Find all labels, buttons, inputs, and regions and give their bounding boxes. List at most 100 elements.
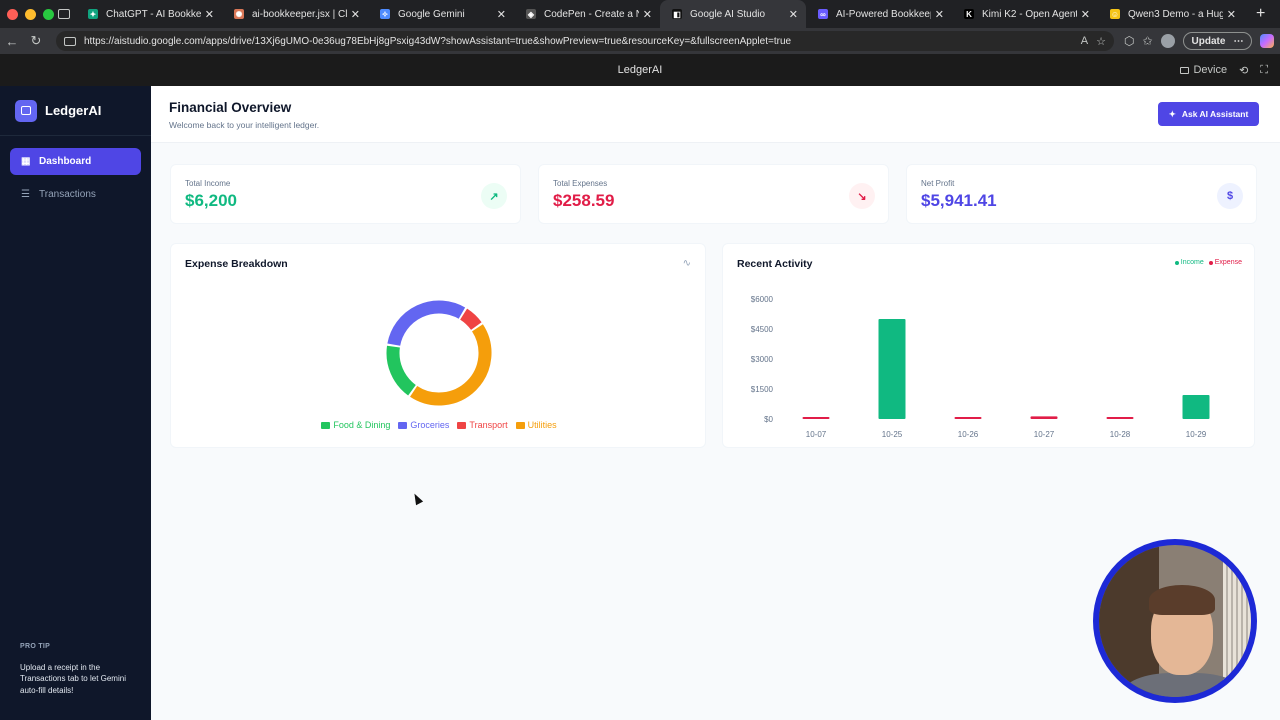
brand-name: LedgerAI xyxy=(45,103,102,118)
donut-slice-transport[interactable] xyxy=(459,308,482,331)
new-tab-button[interactable]: + xyxy=(1256,5,1266,22)
expense-donut-chart xyxy=(386,300,492,406)
sidebar-item-transactions[interactable]: ☰ Transactions xyxy=(10,181,141,208)
y-tick-label: $1500 xyxy=(751,385,774,394)
y-tick-label: $0 xyxy=(764,415,773,424)
minimize-window-button[interactable] xyxy=(25,8,36,20)
close-tab-icon[interactable]: ✕ xyxy=(496,8,506,21)
webcam-blinds xyxy=(1223,545,1251,697)
donut-slice-groceries[interactable] xyxy=(387,300,466,347)
y-tick-label: $4500 xyxy=(751,325,774,334)
tab-list: ✦ChatGPT - AI Bookkeeping✕✺ai-bookkeeper… xyxy=(76,0,1244,28)
stat-label: Total Income xyxy=(185,179,231,188)
bar-income-10-25[interactable] xyxy=(878,319,906,419)
bookmark-star-icon[interactable]: ☆ xyxy=(1096,35,1106,48)
legend-swatch xyxy=(457,421,467,429)
browser-tab[interactable]: ☺ Qwen3 Demo - a Hugging F✕ xyxy=(1098,0,1244,28)
stat-card-net-profit: Net Profit $5,941.41 $ xyxy=(906,164,1257,224)
page-subtitle: Welcome back to your intelligent ledger. xyxy=(169,120,320,130)
legend-item-transport[interactable]: Transport xyxy=(457,420,508,430)
tab-favicon-icon: ◈ xyxy=(526,9,536,19)
main-content: Financial Overview Welcome back to your … xyxy=(151,86,1280,720)
sidebar-toggle-icon[interactable] xyxy=(58,9,70,19)
tab-title: AI-Powered Bookkeeping W xyxy=(836,8,931,20)
close-tab-icon[interactable]: ✕ xyxy=(1080,8,1090,21)
device-icon xyxy=(1180,66,1190,74)
sidebar-item-label: Dashboard xyxy=(39,156,92,167)
site-info-icon[interactable] xyxy=(64,36,76,46)
tab-title: Kimi K2 - Open Agentic Int xyxy=(982,8,1077,20)
trending-down-icon: ↘ xyxy=(849,183,875,209)
y-tick-label: $3000 xyxy=(751,355,774,364)
bar-expense-10-28[interactable] xyxy=(1106,417,1134,419)
legend-item-income[interactable]: Income xyxy=(1174,259,1204,266)
fullscreen-icon[interactable]: ⛶ xyxy=(1260,63,1268,76)
legend-item-utilities[interactable]: Utilities xyxy=(515,420,557,430)
favorites-icon[interactable]: ✩ xyxy=(1142,34,1153,48)
pro-tip-text: Upload a receipt in the Transactions tab… xyxy=(20,662,126,695)
brand[interactable]: LedgerAI xyxy=(0,86,151,136)
webcam-bookshelf xyxy=(1099,545,1159,697)
close-tab-icon[interactable]: ✕ xyxy=(642,8,652,21)
pro-tip: PRO TIP Upload a receipt in the Transact… xyxy=(20,641,130,696)
close-tab-icon[interactable]: ✕ xyxy=(1226,8,1236,21)
address-toolbar: ← ↻ https://aistudio.google.com/apps/dri… xyxy=(0,28,1280,54)
x-tick-label: 10-28 xyxy=(1110,430,1131,439)
bar-income-10-29[interactable] xyxy=(1182,395,1210,419)
recent-activity-bar-chart: $0 $1500 $3000 $4500 $6000 10-07 10-25 10-26 10-… xyxy=(751,295,1210,439)
back-icon[interactable]: ← xyxy=(5,33,19,49)
stats-row: Total Income $6,200 ↗ Total Expenses $25… xyxy=(170,164,1257,224)
legend-dot xyxy=(1174,260,1179,265)
update-button[interactable]: Update ⋯ xyxy=(1182,32,1253,50)
close-tab-icon[interactable]: ✕ xyxy=(350,8,360,21)
sidebar-item-dashboard[interactable]: ▦ Dashboard xyxy=(10,148,141,175)
donut-slice-food-dining[interactable] xyxy=(386,345,417,396)
legend-label: Expense xyxy=(1214,259,1242,266)
webcam-overlay xyxy=(1093,539,1257,703)
bar-expense-10-27[interactable] xyxy=(1030,416,1058,419)
extensions-icon[interactable]: ⬡ xyxy=(1124,34,1135,48)
browser-tab[interactable]: ✺ ai-bookkeeper.jsx | Claude✕ xyxy=(222,0,368,28)
tab-title: ai-bookkeeper.jsx | Claude xyxy=(252,8,347,20)
close-tab-icon[interactable]: ✕ xyxy=(934,8,944,21)
browser-tab[interactable]: ✦ ChatGPT - AI Bookkeeping✕ xyxy=(76,0,222,28)
browser-tab[interactable]: ◧ Google AI Studio ✕ xyxy=(660,0,806,28)
webcam-person-hair xyxy=(1149,585,1215,615)
tab-favicon-icon: ☺ xyxy=(1110,9,1120,19)
maximize-window-button[interactable] xyxy=(43,8,54,20)
applet-title: LedgerAI xyxy=(617,64,663,76)
donut-slice-utilities[interactable] xyxy=(410,324,492,406)
tab-favicon-icon: ✦ xyxy=(88,9,98,19)
y-tick-label: $6000 xyxy=(751,295,774,304)
browser-tab[interactable]: ✧ Google Gemini ✕ xyxy=(368,0,514,28)
bar-expense-10-26[interactable] xyxy=(954,417,982,419)
close-tab-icon[interactable]: ✕ xyxy=(204,8,214,21)
legend-item-expense[interactable]: Expense xyxy=(1208,259,1242,266)
copilot-icon[interactable] xyxy=(1260,34,1275,48)
stat-card-income: Total Income $6,200 ↗ xyxy=(170,164,521,224)
close-tab-icon[interactable]: ✕ xyxy=(788,8,798,21)
stat-label: Net Profit xyxy=(921,179,955,188)
close-window-button[interactable] xyxy=(7,8,18,20)
wallet-icon xyxy=(15,99,37,122)
tab-title: CodePen - Create a New Pen xyxy=(544,8,639,20)
ask-ai-assistant-button[interactable]: ✦ Ask AI Assistant xyxy=(1158,102,1259,126)
legend-dot xyxy=(1208,260,1213,265)
profile-avatar[interactable] xyxy=(1160,34,1175,48)
browser-tab[interactable]: K Kimi K2 - Open Agentic Int✕ xyxy=(952,0,1098,28)
device-toggle[interactable]: Device xyxy=(1180,64,1227,76)
legend-item-groceries[interactable]: Groceries xyxy=(398,420,449,430)
refresh-applet-icon[interactable]: ⟲ xyxy=(1239,64,1249,77)
more-icon[interactable]: ⋯ xyxy=(1233,35,1244,47)
x-tick-label: 10-07 xyxy=(806,430,827,439)
read-aloud-icon[interactable]: A xyxy=(1080,35,1089,47)
tab-title: Google Gemini xyxy=(398,8,465,20)
browser-tab[interactable]: ∞ AI-Powered Bookkeeping W✕ xyxy=(806,0,952,28)
legend-item-food[interactable]: Food & Dining xyxy=(321,420,390,430)
reload-icon[interactable]: ↻ xyxy=(30,33,42,48)
url-bar[interactable]: https://aistudio.google.com/apps/drive/1… xyxy=(56,31,1114,51)
bar-expense-10-07[interactable] xyxy=(802,417,830,419)
device-label: Device xyxy=(1193,64,1228,76)
browser-tab[interactable]: ◈ CodePen - Create a New Pen✕ xyxy=(514,0,660,28)
grid-icon: ▦ xyxy=(21,156,31,167)
